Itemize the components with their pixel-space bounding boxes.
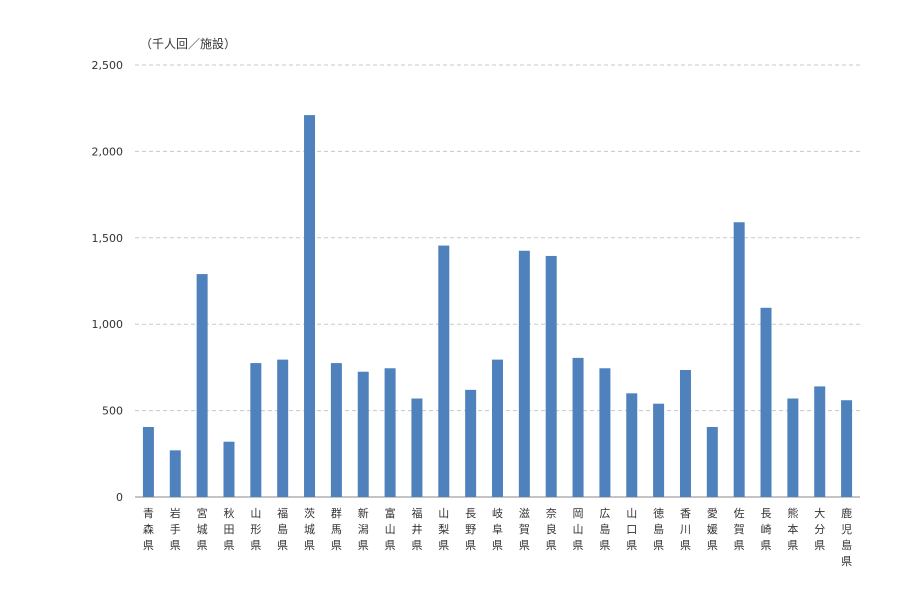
y-tick-label: 2,000: [92, 145, 124, 158]
bar: [196, 274, 208, 497]
y-tick-label: 1,500: [92, 232, 124, 245]
x-axis-category-labels: 青森県 岩手県 宮城県 秋田県 山形県 福島県 茨城県 群馬県 新潟県 富山県 福井県 山梨県 長野県 岐…: [143, 506, 852, 568]
bar: [787, 398, 799, 497]
x-category-label: 岡山県: [573, 507, 584, 552]
y-tick-label: 500: [102, 405, 123, 418]
y-axis-tick-labels: 0 500 1,000 1,500 2,000 2,500: [92, 59, 124, 504]
x-category-label: 山口県: [626, 507, 637, 552]
y-tick-label: 1,000: [92, 318, 124, 331]
x-category-label: 富山県: [385, 506, 396, 552]
bar: [679, 369, 691, 497]
y-tick-label: 2,500: [92, 59, 124, 72]
x-category-label: 秋田県: [223, 506, 234, 552]
x-category-label: 愛媛県: [707, 507, 718, 552]
bar: [277, 359, 289, 497]
x-category-label: 滋賀県: [519, 507, 530, 552]
x-category-label: 岩手県: [170, 506, 181, 552]
x-category-label: 香川県: [680, 507, 691, 552]
y-axis-unit-label: （千人回／施設）: [140, 36, 236, 51]
bar: [518, 250, 530, 497]
bar: [465, 389, 477, 497]
bar: [492, 359, 503, 497]
bars: [142, 115, 853, 498]
x-category-label: 鹿児島県: [841, 506, 852, 568]
x-category-label: 福島県: [277, 506, 288, 552]
bar: [706, 427, 718, 497]
bar: [626, 393, 638, 497]
bar: [357, 371, 369, 497]
x-category-label: 福井県: [411, 506, 422, 552]
bar: [384, 368, 396, 497]
x-category-label: 青森県: [143, 507, 154, 552]
bar: [572, 357, 584, 497]
bar: [545, 255, 557, 497]
bar: [814, 386, 826, 497]
bar: [841, 400, 853, 497]
bar: [653, 403, 665, 497]
bar: [169, 450, 181, 497]
x-category-label: 長野県: [465, 507, 476, 552]
bar: [599, 368, 611, 497]
bar: [733, 222, 745, 498]
x-category-label: 奈良県: [546, 506, 557, 552]
x-category-label: 徳島県: [653, 507, 664, 552]
x-category-label: 群馬県: [331, 506, 342, 552]
bar: [223, 441, 235, 497]
x-category-label: 山形県: [250, 507, 261, 552]
x-category-label: 宮城県: [197, 506, 208, 552]
x-category-label: 茨城県: [304, 506, 315, 552]
x-category-label: 岐阜県: [492, 507, 503, 552]
x-category-label: 佐賀県: [734, 506, 745, 552]
bar: [330, 363, 342, 497]
bar: [250, 363, 262, 497]
x-category-label: 熊本県: [787, 506, 798, 552]
bar: [304, 115, 316, 497]
x-category-label: 大分県: [814, 506, 825, 552]
y-tick-label: 0: [116, 491, 123, 504]
bar: [760, 307, 772, 497]
x-category-label: 山梨県: [438, 507, 449, 552]
bar: [142, 427, 154, 497]
bar: [438, 245, 450, 497]
x-category-label: 広島県: [599, 507, 610, 552]
bar: [411, 398, 423, 497]
x-category-label: 新潟県: [358, 506, 369, 552]
x-category-label: 長崎県: [761, 507, 772, 552]
